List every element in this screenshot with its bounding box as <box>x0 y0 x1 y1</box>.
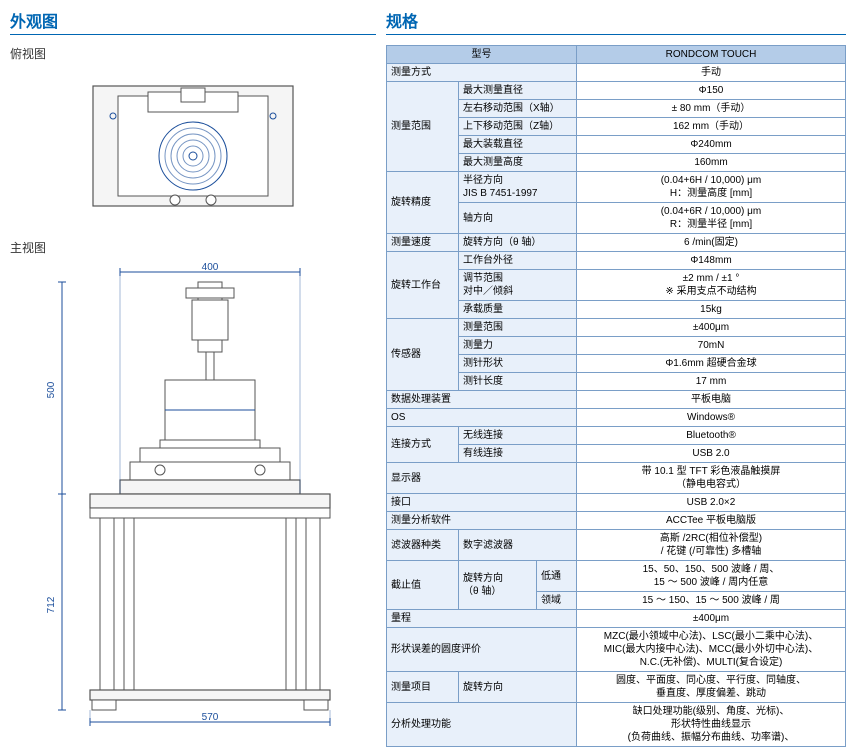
spec-sub: 轴方向 <box>459 203 577 234</box>
spec-sub: 旋转方向 （θ 轴） <box>459 561 537 610</box>
spec-value: 15、50、150、500 波峰 / 周、 15 ～ 500 波峰 / 周内任意 <box>577 561 846 592</box>
spec-value: ±2 mm / ±1 ° ※ 采用支点不动结构 <box>577 270 846 301</box>
front-view-label: 主视图 <box>10 239 376 256</box>
spec-value: 162 mm（手动） <box>577 118 846 136</box>
spec-sub2: 领域 <box>537 592 577 610</box>
spec-cat: 旋转工作台 <box>387 252 459 319</box>
spec-value: Φ148mm <box>577 252 846 270</box>
spec-cat: 分析处理功能 <box>387 703 577 747</box>
spec-cat: OS <box>387 409 577 427</box>
spec-value: 17 mm <box>577 373 846 391</box>
spec-sub: 无线连接 <box>459 427 577 445</box>
spec-sub2: 低通 <box>537 561 577 592</box>
spec-cat: 滤波器种类 <box>387 530 459 561</box>
spec-value: Bluetooth® <box>577 427 846 445</box>
spec-sub: 数字滤波器 <box>459 530 577 561</box>
spec-sub: 测量力 <box>459 337 577 355</box>
spec-value: 带 10.1 型 TFT 彩色液晶触摸屏 （静电电容式） <box>577 463 846 494</box>
dim-500: 500 <box>46 381 57 398</box>
spec-cat: 测量分析软件 <box>387 512 577 530</box>
spec-cat: 量程 <box>387 610 577 628</box>
spec-cat: 连接方式 <box>387 427 459 463</box>
spec-sub: 承载质量 <box>459 301 577 319</box>
spec-sub: 有线连接 <box>459 445 577 463</box>
spec-cat: 截止值 <box>387 561 459 610</box>
spec-cat: 接口 <box>387 494 577 512</box>
spec-cat: 测量方式 <box>387 64 577 82</box>
spec-sub: 测针形状 <box>459 355 577 373</box>
spec-value: ±400μm <box>577 610 846 628</box>
spec-value: 缺口处理功能(级别、角度、光标)、 形状特性曲线显示 (负荷曲线、振幅分布曲线、… <box>577 703 846 747</box>
spec-cat: 测量速度 <box>387 234 459 252</box>
spec-value: 6 /min(固定) <box>577 234 846 252</box>
spec-value: 15 ～ 150、15 ～ 500 波峰 / 周 <box>577 592 846 610</box>
spec-sub: 左右移动范围（X轴） <box>459 100 577 118</box>
spec-value: Windows® <box>577 409 846 427</box>
spec-value: 高斯 /2RC(相位补偿型) / 花键 (/可靠性) 多槽轴 <box>577 530 846 561</box>
spec-cat: 测量项目 <box>387 672 459 703</box>
spec-value: 70mN <box>577 337 846 355</box>
spec-value: 圆度、平面度、同心度、平行度、同轴度、 垂直度、厚度偏差、跳动 <box>577 672 846 703</box>
dim-570: 570 <box>202 712 219 723</box>
spec-value: MZC(最小领域中心法)、LSC(最小二乘中心法)、 MIC(最大内接中心法)、… <box>577 628 846 672</box>
spec-sub: 测量范围 <box>459 319 577 337</box>
spec-value: (0.04+6H / 10,000) μm H：测量高度 [mm] <box>577 172 846 203</box>
spec-cat: 传感器 <box>387 319 459 391</box>
spec-sub: 旋转方向 <box>459 672 577 703</box>
spec-value: Φ150 <box>577 82 846 100</box>
header-value: RONDCOM TOUCH <box>577 46 846 64</box>
spec-value: USB 2.0 <box>577 445 846 463</box>
spec-sub: 最大测量高度 <box>459 154 577 172</box>
spec-value: ± 80 mm（手动） <box>577 100 846 118</box>
spec-sub: 旋转方向（θ 轴） <box>459 234 577 252</box>
spec-cat: 旋转精度 <box>387 172 459 234</box>
top-view-label: 俯视图 <box>10 45 376 62</box>
spec-sub: 最大测量直径 <box>459 82 577 100</box>
appearance-title: 外观图 <box>10 8 376 35</box>
spec-table: 型号 RONDCOM TOUCH 测量方式手动测量范围最大测量直径Φ150左右移… <box>386 45 846 747</box>
front-view-drawing: 400 <box>10 260 376 733</box>
spec-sub: 调节范围 对中／倾斜 <box>459 270 577 301</box>
dim-712: 712 <box>46 596 57 613</box>
spec-value: (0.04+6R / 10,000) μm R：测量半径 [mm] <box>577 203 846 234</box>
spec-title: 规格 <box>386 8 846 35</box>
spec-value: ACCTee 平板电脑版 <box>577 512 846 530</box>
dim-400: 400 <box>202 262 219 273</box>
spec-value: 手动 <box>577 64 846 82</box>
spec-cat: 显示器 <box>387 463 577 494</box>
spec-value: 160mm <box>577 154 846 172</box>
spec-value: Φ1.6mm 超硬合金球 <box>577 355 846 373</box>
header-model: 型号 <box>387 46 577 64</box>
top-view-drawing <box>63 66 323 229</box>
spec-cat: 数据处理装置 <box>387 391 577 409</box>
spec-sub: 半径方向 JIS B 7451-1997 <box>459 172 577 203</box>
spec-value: 平板电脑 <box>577 391 846 409</box>
spec-value: ±400μm <box>577 319 846 337</box>
spec-sub: 工作台外径 <box>459 252 577 270</box>
spec-sub: 上下移动范围（Z轴） <box>459 118 577 136</box>
spec-value: 15kg <box>577 301 846 319</box>
spec-cat: 测量范围 <box>387 82 459 172</box>
spec-sub: 最大装载直径 <box>459 136 577 154</box>
spec-value: USB 2.0×2 <box>577 494 846 512</box>
spec-value: Φ240mm <box>577 136 846 154</box>
spec-cat: 形状误差的圆度评价 <box>387 628 577 672</box>
spec-sub: 测针长度 <box>459 373 577 391</box>
